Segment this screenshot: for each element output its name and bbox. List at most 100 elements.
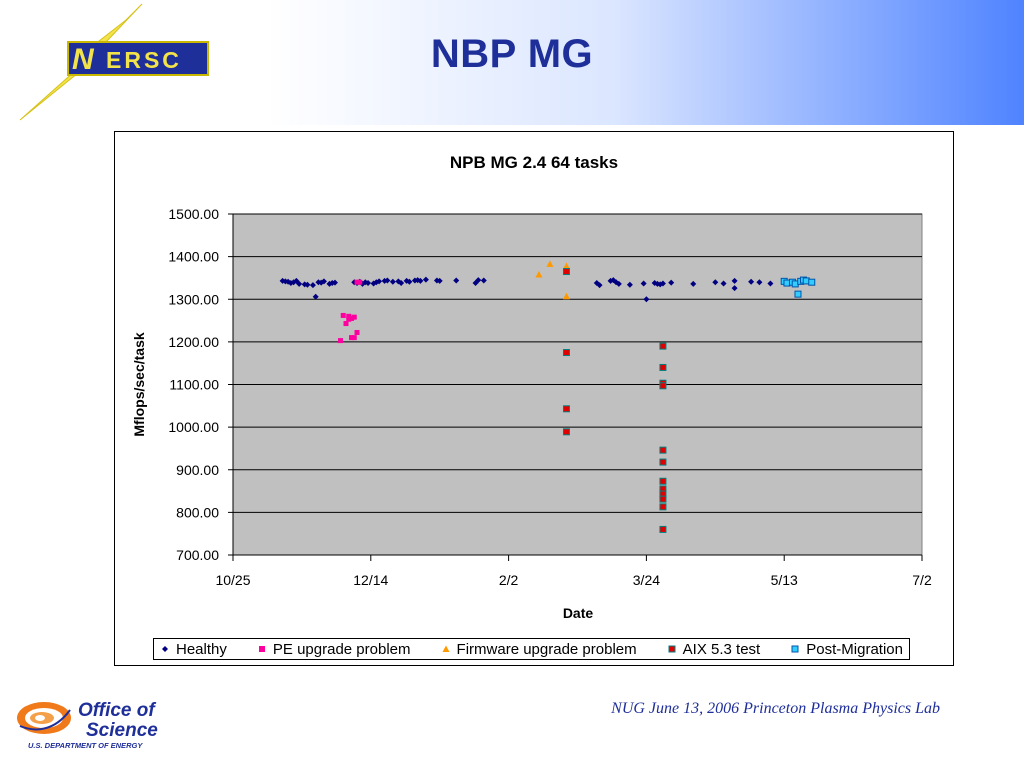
data-point-healthy: [607, 277, 614, 284]
legend-item: Firmware upgrade problem: [441, 641, 637, 658]
data-point-pe-upgrade-problem: [340, 312, 346, 318]
chart-legend: Healthy PE upgrade problem Firmware upgrad…: [153, 638, 910, 660]
data-point-pe-upgrade-problem: [346, 313, 352, 319]
scatter-chart: 700.00 800.00 900.00 1000.00 1100.00 1200.00 1…: [131, 153, 932, 621]
data-point-aix-5-3-test: [659, 458, 667, 466]
x-axis-title: Date: [563, 605, 594, 621]
legend-item: Post-Migration: [790, 641, 903, 658]
x-tick-label: 5/13: [771, 572, 798, 588]
logo-plate: [67, 41, 209, 76]
x-tick-label: 7/2: [912, 572, 932, 588]
y-tick-label: 800.00: [176, 504, 219, 520]
y-tick-label: 1100.00: [169, 377, 219, 393]
data-point-aix-5-3-test: [659, 342, 667, 350]
x-tick-label: 2/2: [499, 572, 519, 588]
data-point-aix-5-3-test: [659, 477, 667, 485]
data-point-healthy: [731, 277, 738, 284]
data-point-post-migration: [794, 290, 802, 298]
y-tick-label: 700.00: [176, 547, 219, 563]
data-point-aix-5-3-test: [562, 268, 570, 276]
data-point-aix-5-3-test: [659, 525, 667, 533]
data-point-healthy: [720, 280, 727, 287]
data-point-healthy: [748, 278, 755, 285]
data-point-healthy: [712, 279, 719, 286]
data-point-aix-5-3-test: [562, 428, 570, 436]
data-point-healthy: [318, 279, 325, 286]
data-point-healthy: [279, 277, 286, 284]
data-point-pe-upgrade-problem: [349, 335, 355, 341]
data-point-healthy: [293, 277, 300, 284]
data-point-healthy: [329, 280, 336, 287]
data-point-post-migration: [808, 278, 816, 286]
y-tick-label: 1500.00: [168, 206, 219, 222]
x-tick-label: 3/24: [633, 572, 660, 588]
data-point-pe-upgrade-problem: [346, 316, 352, 322]
legend-item: Healthy: [160, 641, 227, 658]
data-point-healthy: [657, 281, 664, 288]
chart-title: NPB MG 2.4 64 tasks: [450, 153, 618, 172]
data-point-healthy: [365, 280, 372, 287]
data-point-firmware-upgrade-problem: [562, 262, 570, 270]
data-point-healthy: [296, 280, 303, 287]
data-point-aix-5-3-test: [659, 382, 667, 390]
data-point-healthy: [422, 276, 429, 283]
data-point-aix-5-3-test: [562, 349, 570, 357]
data-point-pe-upgrade-problem: [349, 315, 355, 321]
data-point-healthy: [480, 277, 487, 284]
data-point-aix-5-3-test: [659, 446, 667, 454]
legend-marker-square-icon: [791, 645, 799, 653]
data-point-healthy: [596, 282, 603, 289]
legend-item: PE upgrade problem: [257, 641, 411, 658]
y-tick-label: 1400.00: [168, 249, 219, 265]
data-point-pe-upgrade-problem: [354, 279, 360, 285]
legend-marker-diamond-icon: [162, 646, 168, 652]
legend-marker-square-icon: [258, 646, 265, 652]
data-point-healthy: [389, 278, 396, 285]
data-point-healthy: [643, 296, 650, 303]
data-point-pe-upgrade-problem: [351, 335, 357, 341]
y-tick-label: 1300.00: [168, 291, 219, 307]
data-point-healthy: [668, 279, 675, 286]
data-point-healthy: [472, 280, 479, 287]
logo-text: ERSC: [106, 47, 182, 73]
data-point-aix-5-3-test: [659, 495, 667, 503]
data-point-healthy: [287, 280, 294, 287]
data-point-healthy: [417, 277, 424, 284]
data-point-healthy: [453, 277, 460, 284]
doe-line1: Office of: [78, 700, 156, 721]
data-point-healthy: [384, 277, 391, 284]
data-point-healthy: [304, 281, 311, 288]
data-point-healthy: [282, 278, 289, 285]
data-point-healthy: [403, 277, 410, 284]
data-point-pe-upgrade-problem: [351, 314, 357, 320]
chart-container: 700.00 800.00 900.00 1000.00 1100.00 1200.00 1…: [114, 131, 954, 666]
data-point-healthy: [756, 279, 763, 286]
data-point-firmware-upgrade-problem: [535, 271, 543, 278]
y-tick-label: 1200.00: [168, 334, 219, 350]
footer-caption: NUG June 13, 2006 Princeton Plasma Physi…: [611, 700, 940, 717]
legend-label: Firmware upgrade problem: [456, 640, 637, 658]
data-point-healthy: [309, 282, 316, 289]
data-point-firmware-upgrade-problem: [546, 260, 554, 267]
data-point-pe-upgrade-problem: [357, 279, 363, 285]
data-point-pe-upgrade-problem: [337, 338, 343, 344]
data-point-healthy: [690, 280, 697, 287]
office-of-science-logo: Office of Science U.S. DEPARTMENT OF ENE…: [17, 700, 158, 750]
legend-label: AIX 5.3 test: [682, 640, 761, 658]
legend-label: Post-Migration: [806, 640, 903, 658]
legend-marker-triangle-icon: [442, 645, 450, 652]
data-point-aix-5-3-test: [659, 503, 667, 511]
data-point-pe-upgrade-problem: [354, 329, 360, 335]
logo-n-letter: N: [72, 43, 95, 76]
data-point-healthy: [315, 279, 322, 286]
legend-label: Healthy: [176, 640, 227, 658]
x-tick-label: 10/25: [215, 572, 250, 588]
data-point-healthy: [312, 293, 319, 300]
nersc-logo: N ERSC: [19, 3, 209, 121]
doe-line3: U.S. DEPARTMENT OF ENERGY: [28, 741, 143, 750]
data-point-firmware-upgrade-problem: [562, 292, 570, 300]
x-tick-label: 12/14: [353, 572, 388, 588]
data-point-healthy: [731, 285, 738, 292]
data-point-aix-5-3-test: [659, 363, 667, 371]
y-axis-title: Mflops/sec/task: [131, 332, 147, 436]
